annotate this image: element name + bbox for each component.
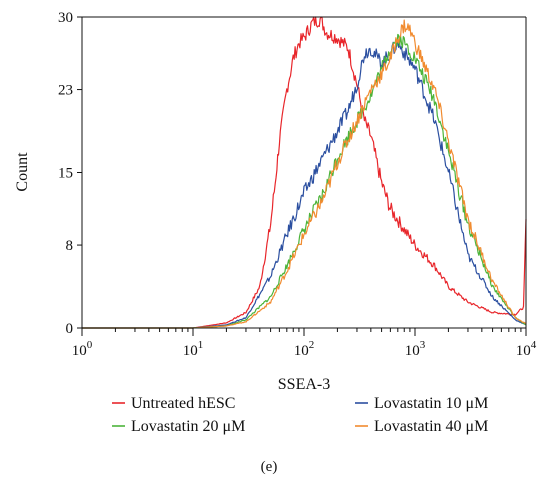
legend-label: Untreated hESC bbox=[131, 395, 235, 412]
series-line bbox=[82, 16, 527, 329]
y-tick-label: 30 bbox=[58, 10, 73, 26]
x-tick-label: 100 bbox=[72, 339, 93, 359]
y-tick-label: 0 bbox=[66, 321, 74, 337]
x-tick-label: 103 bbox=[405, 339, 426, 359]
y-tick-label: 8 bbox=[66, 238, 74, 254]
x-tick-label: 104 bbox=[516, 339, 537, 359]
figure-caption: (e) bbox=[261, 459, 278, 475]
axes: 0 8 15 23 30 100 101 102 103 104 bbox=[58, 10, 537, 359]
y-tick-label: 15 bbox=[58, 166, 73, 182]
x-axis-title: SSEA-3 bbox=[278, 376, 330, 393]
y-axis-title: Count bbox=[14, 152, 31, 192]
legend: Untreated hESC Lovastatin 10 μM Lovastatin… bbox=[112, 395, 488, 435]
legend-label: Lovastatin 10 μM bbox=[374, 395, 488, 412]
x-tick-label: 101 bbox=[183, 339, 204, 359]
x-tick-label: 102 bbox=[294, 339, 315, 359]
legend-label: Lovastatin 40 μM bbox=[374, 418, 488, 435]
plot-area bbox=[82, 16, 527, 329]
y-tick-label: 23 bbox=[58, 83, 73, 99]
series-line bbox=[82, 19, 527, 329]
legend-label: Lovastatin 20 μM bbox=[131, 418, 245, 435]
